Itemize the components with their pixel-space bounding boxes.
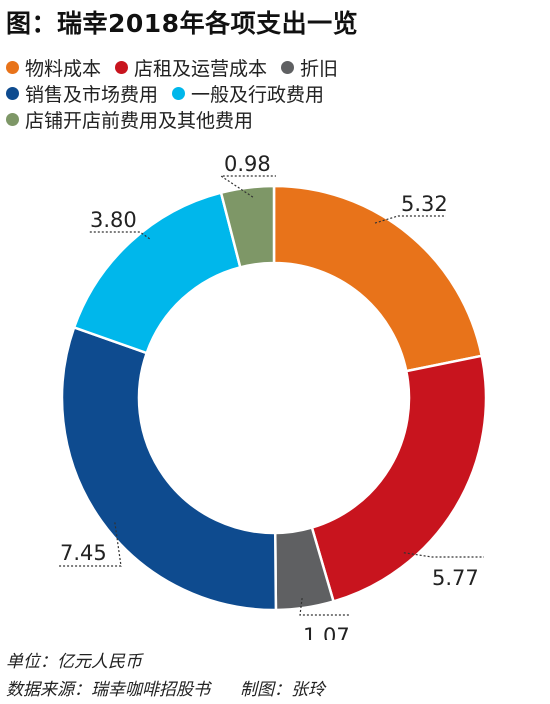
data-label: 0.98	[224, 152, 271, 176]
legend-row: 物料成本 店租及运营成本 折旧	[6, 54, 546, 80]
leader-line	[59, 522, 122, 567]
legend-label: 折旧	[300, 57, 339, 80]
slice-rent-operation	[310, 354, 488, 604]
legend: 物料成本 店租及运营成本 折旧 销售及市场费用 一般及行政费用 店铺开店前费用及…	[6, 54, 546, 132]
source-text: 数据来源：瑞幸咖啡招股书	[6, 680, 210, 700]
data-label: 5.77	[432, 566, 479, 590]
unit-note: 单位：亿元人民币	[6, 652, 142, 672]
slice-preopening-other	[219, 184, 276, 269]
leader-line	[299, 597, 349, 616]
legend-item-general-admin: 一般及行政费用	[172, 80, 324, 107]
legend-item-preopening-other: 店铺开店前费用及其他费用	[6, 106, 253, 133]
legend-item-sales-marketing: 销售及市场费用	[6, 80, 158, 107]
slice-sales-marketing	[60, 325, 278, 612]
legend-swatch	[281, 60, 295, 74]
slice-material-cost	[272, 184, 484, 373]
legend-swatch	[6, 112, 19, 126]
legend-item-rent-operation: 店租及运营成本	[115, 54, 267, 81]
legend-item-material-cost: 物料成本	[6, 54, 101, 81]
author-text: 制图：张玲	[240, 680, 325, 700]
legend-swatch	[115, 60, 129, 74]
source-note: 数据来源：瑞幸咖啡招股书 制图：张玲	[6, 675, 325, 700]
legend-swatch	[172, 86, 186, 100]
legend-label: 店租及运营成本	[134, 57, 268, 80]
legend-swatch	[6, 86, 19, 100]
legend-label: 店铺开店前费用及其他费用	[25, 109, 254, 132]
data-label: 7.45	[60, 541, 107, 565]
legend-row: 销售及市场费用 一般及行政费用	[6, 80, 546, 106]
leader-line	[403, 552, 484, 558]
donut-chart: 5.32 5.77 1.07 7.45 3.80 0.98	[59, 152, 488, 640]
data-label: 1.07	[303, 624, 350, 640]
legend-label: 销售及市场费用	[25, 83, 159, 106]
legend-row: 店铺开店前费用及其他费用	[6, 106, 546, 132]
legend-swatch	[6, 60, 19, 74]
legend-label: 一般及行政费用	[191, 83, 325, 106]
data-label: 5.32	[401, 192, 448, 216]
data-label: 3.80	[90, 208, 137, 232]
leader-line	[219, 175, 276, 198]
leader-line	[374, 215, 446, 224]
chart-title: 图：瑞幸2018年各项支出一览	[6, 9, 359, 38]
legend-label: 物料成本	[25, 57, 102, 80]
legend-item-depreciation: 折旧	[281, 54, 338, 81]
